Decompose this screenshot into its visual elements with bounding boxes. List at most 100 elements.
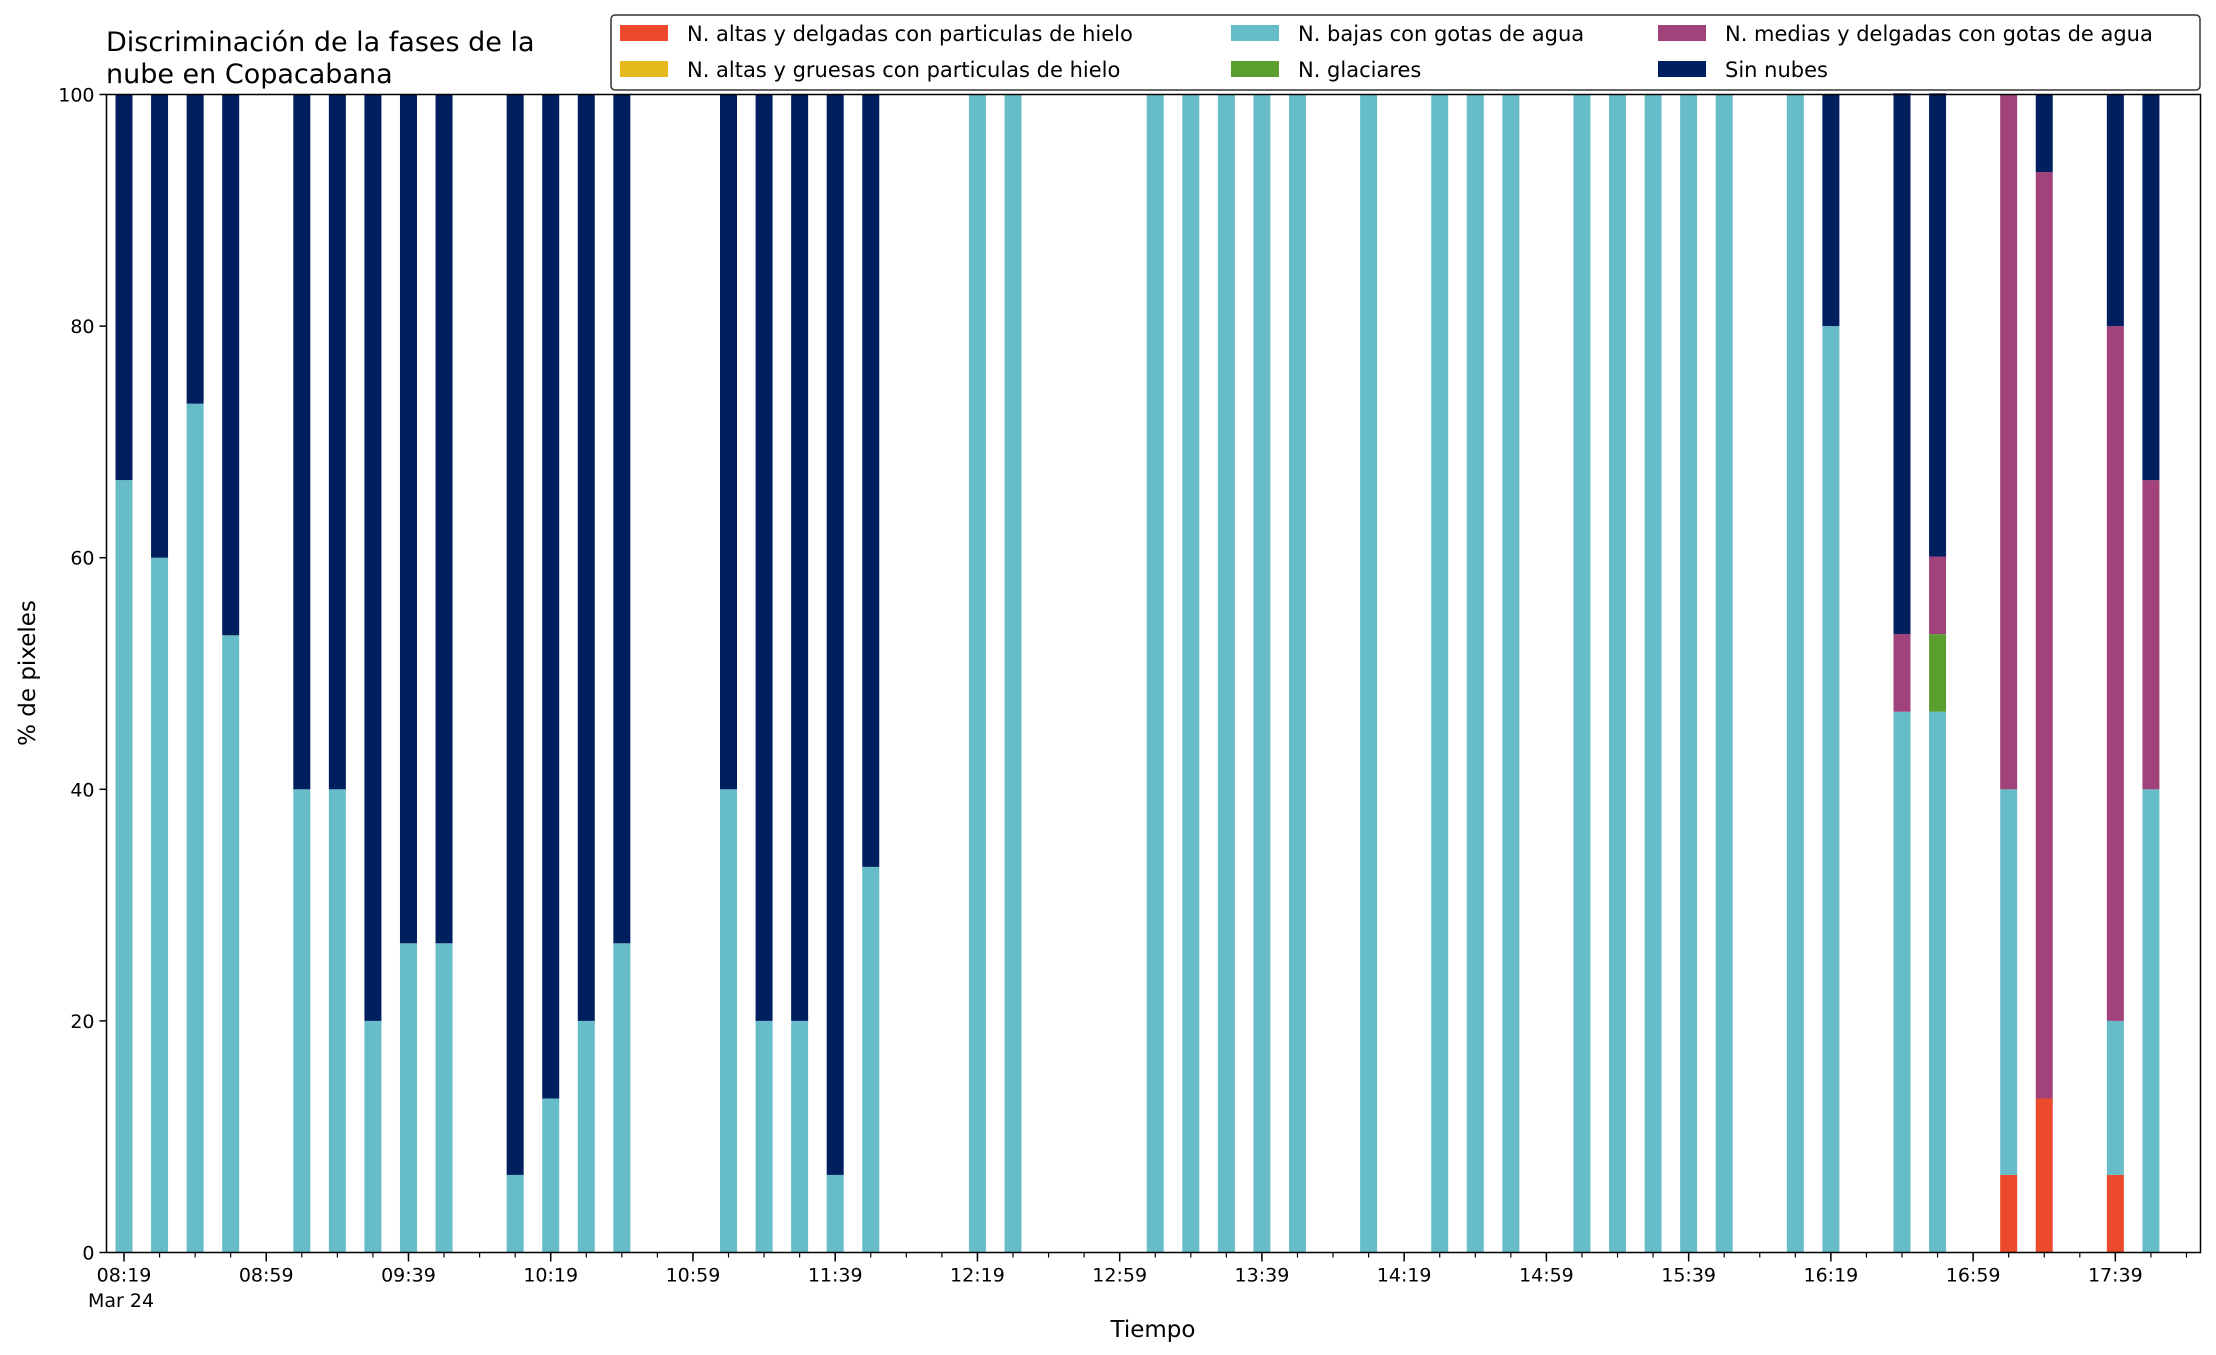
- bar-segment: [328, 94, 346, 790]
- x-tick-label: 15:39: [1661, 1265, 1716, 1287]
- bar-segment: [542, 94, 560, 1099]
- bar-stack: [1288, 94, 1306, 1253]
- bar-segment: [1360, 94, 1378, 1253]
- bar-stack: [1929, 93, 1947, 1253]
- bar-stack: [613, 94, 631, 1253]
- legend-label: N. bajas con gotas de agua: [1298, 22, 1584, 46]
- bar-segment: [115, 480, 133, 1253]
- bar-segment: [791, 94, 809, 1021]
- bar-stack: [1182, 94, 1200, 1253]
- bar-segment: [613, 943, 631, 1253]
- x-axis: 08:19 08:59 09:39 10:19 10:59 11:39 12:19 12:59…: [97, 1252, 2188, 1287]
- chart-title-line-2: nube en Copacabana: [106, 59, 393, 90]
- plot-frame: [105, 93, 2202, 1254]
- bar-segment: [1822, 326, 1840, 1253]
- legend-swatch: [620, 61, 668, 77]
- x-date-label: Mar 24: [88, 1290, 154, 1312]
- bar-segment: [115, 94, 133, 481]
- bar-stack: [1644, 94, 1662, 1253]
- y-axis: 0 20 40 60 80 100: [58, 85, 107, 1265]
- bar-segment: [1786, 94, 1804, 1253]
- y-tick-label: 60: [70, 548, 94, 570]
- legend-item: N. altas y gruesas con particulas de hie…: [620, 58, 1120, 82]
- bar-stack: [2000, 94, 2018, 1253]
- bar-segment: [222, 94, 240, 636]
- bar-stack: [399, 94, 417, 1253]
- bar-segment: [1929, 634, 1947, 712]
- x-tick-label: 14:59: [1519, 1265, 1574, 1287]
- bar-segment: [2106, 1020, 2124, 1175]
- legend-swatch: [1658, 25, 1706, 41]
- legend-item: N. medias y delgadas con gotas de agua: [1658, 22, 2153, 46]
- bar-stack: [1253, 94, 1271, 1253]
- bar-segment: [328, 789, 346, 1253]
- bar-segment: [826, 1174, 844, 1253]
- legend-label: N. glaciares: [1298, 58, 1421, 82]
- bar-stack: [1431, 94, 1449, 1253]
- x-tick-label: 08:59: [239, 1265, 294, 1287]
- bar-stack: [1786, 94, 1804, 1253]
- bar-stack: [862, 94, 880, 1253]
- bar-segment: [435, 943, 453, 1253]
- bar-stack: [826, 94, 844, 1253]
- bar-segment: [1573, 94, 1591, 1253]
- bar-stack: [506, 94, 524, 1253]
- bar-segment: [2142, 480, 2160, 790]
- bar-segment: [2106, 94, 2124, 327]
- legend-label: N. altas y delgadas con particulas de hi…: [687, 22, 1133, 46]
- bar-stack: [720, 94, 738, 1253]
- x-tick-label: 16:59: [1946, 1265, 2001, 1287]
- x-tick-label: 12:59: [1092, 1265, 1147, 1287]
- bar-stack: [293, 94, 311, 1253]
- bar-stack: [186, 94, 204, 1253]
- x-tick-label: 09:39: [381, 1265, 436, 1287]
- bar-segment: [293, 94, 311, 790]
- bar-stack: [1360, 94, 1378, 1253]
- bar-segment: [1217, 94, 1235, 1253]
- bar-segment: [720, 789, 738, 1253]
- bar-stack: [1609, 94, 1627, 1253]
- bar-segment: [364, 94, 382, 1021]
- bar-segment: [1146, 94, 1164, 1253]
- legend-label: N. medias y delgadas con gotas de agua: [1725, 22, 2153, 46]
- legend-swatch: [620, 25, 668, 41]
- bar-stack: [755, 94, 773, 1253]
- bar-segment: [1929, 556, 1947, 635]
- bar-segment: [755, 94, 773, 1021]
- bar-segment: [720, 94, 738, 790]
- legend: N. altas y delgadas con particulas de hi…: [610, 14, 2201, 91]
- legend-frame: [610, 14, 2201, 91]
- bar-segment: [1893, 711, 1911, 1253]
- x-tick-label: 11:39: [808, 1265, 863, 1287]
- bar-segment: [2142, 94, 2160, 481]
- x-tick-label: 17:39: [2088, 1265, 2143, 1287]
- bar-stack: [1822, 94, 1840, 1253]
- bar-stack: [1715, 94, 1733, 1253]
- bar-segment: [186, 94, 204, 404]
- bar-segment: [1893, 93, 1911, 635]
- legend-swatch: [1231, 25, 1279, 41]
- bar-segment: [1893, 634, 1911, 712]
- bar-segment: [862, 866, 880, 1253]
- bar-segment: [506, 1174, 524, 1253]
- x-tick-label: 13:39: [1235, 1265, 1290, 1287]
- bar-segment: [1644, 94, 1662, 1253]
- bar-stack: [435, 94, 453, 1253]
- bar-segment: [1253, 94, 1271, 1253]
- bar-segment: [1609, 94, 1627, 1253]
- bar-segment: [1680, 94, 1698, 1253]
- bar-segment: [1929, 711, 1947, 1253]
- bar-segment: [435, 94, 453, 944]
- y-tick-label: 20: [70, 1011, 94, 1033]
- bar-stack: [2142, 94, 2160, 1253]
- bar-segment: [2142, 789, 2160, 1253]
- bar-stack: [364, 94, 382, 1253]
- bar-segment: [2106, 326, 2124, 1021]
- legend-item: N. bajas con gotas de agua: [1231, 22, 1584, 46]
- bar-segment: [542, 1098, 560, 1253]
- bar-stack: [577, 94, 595, 1253]
- bar-segment: [1431, 94, 1449, 1253]
- bar-segment: [151, 557, 169, 1253]
- bar-segment: [151, 94, 169, 558]
